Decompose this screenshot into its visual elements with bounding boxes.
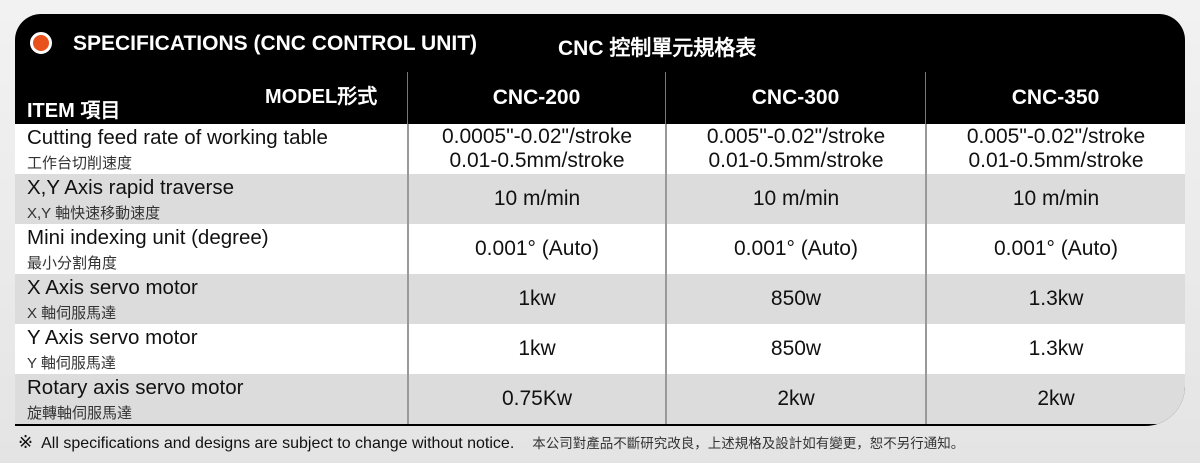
spec-row: X Axis servo motor X 軸伺服馬達 1kw 850w 1.3kw bbox=[15, 274, 1185, 324]
value-line: 0.01-0.5mm/stroke bbox=[708, 149, 884, 172]
value-line: 2kw bbox=[1037, 387, 1075, 410]
value-line: 1.3kw bbox=[1028, 337, 1084, 360]
value-line: 2kw bbox=[777, 387, 815, 410]
item-zh: Y 軸伺服馬達 bbox=[27, 355, 116, 372]
value-cell: 0.001° (Auto) bbox=[407, 224, 665, 274]
bullet-icon bbox=[30, 32, 52, 54]
value-line: 0.001° (Auto) bbox=[994, 237, 1118, 260]
spec-row: X,Y Axis rapid traverse X,Y 軸快速移動速度 10 m/m… bbox=[15, 174, 1185, 224]
value-line: 1kw bbox=[518, 287, 556, 310]
value-line: 10 m/min bbox=[752, 187, 840, 210]
item-zh: 旋轉軸伺服馬達 bbox=[27, 405, 133, 422]
footnote-en: All specifications and designs are subje… bbox=[41, 435, 515, 452]
value-line: 10 m/min bbox=[1012, 187, 1100, 210]
item-en: Y Axis servo motor bbox=[27, 326, 198, 349]
item-label: ITEM 項目 bbox=[27, 100, 121, 122]
item-en: Cutting feed rate of working table bbox=[27, 126, 328, 149]
footnote-zh: 本公司對產品不斷研究改良，上述規格及設計如有變更，恕不另行通知。 bbox=[532, 436, 965, 451]
value-line: 850w bbox=[770, 337, 822, 360]
value-cell: 0.0005"-0.02"/stroke 0.01-0.5mm/stroke bbox=[407, 124, 665, 174]
value-cell: 0.005"-0.02"/stroke 0.01-0.5mm/stroke bbox=[665, 124, 925, 174]
footnote: ※ All specifications and designs are subj… bbox=[18, 432, 964, 453]
value-cell: 1kw bbox=[407, 324, 665, 374]
model-header: CNC-300 bbox=[665, 72, 925, 124]
header-row: ITEM 項目 MODEL形式 CNC-200 CNC-300 CNC-350 bbox=[15, 72, 1185, 124]
value-line: 0.75Kw bbox=[501, 387, 573, 410]
spec-row: Cutting feed rate of working table 工作台切削速… bbox=[15, 124, 1185, 174]
value-line: 0.001° (Auto) bbox=[475, 237, 599, 260]
value-cell: 0.001° (Auto) bbox=[925, 224, 1185, 274]
value-cell: 1.3kw bbox=[925, 274, 1185, 324]
model-header: CNC-200 bbox=[407, 72, 665, 124]
value-line: 10 m/min bbox=[493, 187, 581, 210]
value-cell: 1.3kw bbox=[925, 324, 1185, 374]
item-en: Rotary axis servo motor bbox=[27, 376, 244, 399]
footnote-mark: ※ bbox=[18, 432, 34, 452]
value-cell: 2kw bbox=[925, 374, 1185, 424]
title: SPECIFICATIONS (CNC CONTROL UNIT) bbox=[73, 32, 478, 55]
value-cell: 850w bbox=[665, 274, 925, 324]
spec-row: Rotary axis servo motor 旋轉軸伺服馬達 0.75Kw 2kw 2… bbox=[15, 374, 1185, 424]
item-zh: X 軸伺服馬達 bbox=[27, 305, 117, 322]
spec-row: Mini indexing unit (degree) 最小分割角度 0.001° … bbox=[15, 224, 1185, 274]
value-line: 1.3kw bbox=[1028, 287, 1084, 310]
model-header: CNC-350 bbox=[925, 72, 1185, 124]
value-line: 850w bbox=[770, 287, 822, 310]
value-cell: 1kw bbox=[407, 274, 665, 324]
item-zh: 工作台切削速度 bbox=[27, 155, 133, 172]
item-zh: 最小分割角度 bbox=[27, 255, 118, 272]
value-cell: 0.75Kw bbox=[407, 374, 665, 424]
item-en: Mini indexing unit (degree) bbox=[27, 226, 269, 249]
value-cell: 10 m/min bbox=[925, 174, 1185, 224]
model-label: MODEL形式 bbox=[265, 86, 378, 108]
value-line: 0.0005"-0.02"/stroke bbox=[441, 125, 633, 148]
item-zh: X,Y 軸快速移動速度 bbox=[27, 205, 161, 222]
value-line: 1kw bbox=[518, 337, 556, 360]
value-cell: 850w bbox=[665, 324, 925, 374]
value-cell: 10 m/min bbox=[665, 174, 925, 224]
value-cell: 10 m/min bbox=[407, 174, 665, 224]
value-cell: 0.005"-0.02"/stroke 0.01-0.5mm/stroke bbox=[925, 124, 1185, 174]
value-line: 0.01-0.5mm/stroke bbox=[968, 149, 1144, 172]
value-line: 0.001° (Auto) bbox=[734, 237, 858, 260]
value-cell: 2kw bbox=[665, 374, 925, 424]
spec-table: ITEM 項目 MODEL形式 CNC-200 CNC-300 CNC-350 Cu… bbox=[15, 72, 1185, 424]
value-cell: 0.001° (Auto) bbox=[665, 224, 925, 274]
spec-row: Y Axis servo motor Y 軸伺服馬達 1kw 850w 1.3kw bbox=[15, 324, 1185, 374]
value-line: 0.005"-0.02"/stroke bbox=[706, 125, 886, 148]
value-line: 0.005"-0.02"/stroke bbox=[966, 125, 1146, 148]
title-bar: SPECIFICATIONS (CNC CONTROL UNIT) CNC 控制… bbox=[15, 14, 1185, 72]
item-en: X,Y Axis rapid traverse bbox=[27, 176, 234, 199]
title-zh: CNC 控制單元規格表 bbox=[558, 37, 757, 60]
spec-panel: SPECIFICATIONS (CNC CONTROL UNIT) CNC 控制… bbox=[15, 14, 1185, 426]
item-en: X Axis servo motor bbox=[27, 276, 198, 299]
value-line: 0.01-0.5mm/stroke bbox=[449, 149, 625, 172]
